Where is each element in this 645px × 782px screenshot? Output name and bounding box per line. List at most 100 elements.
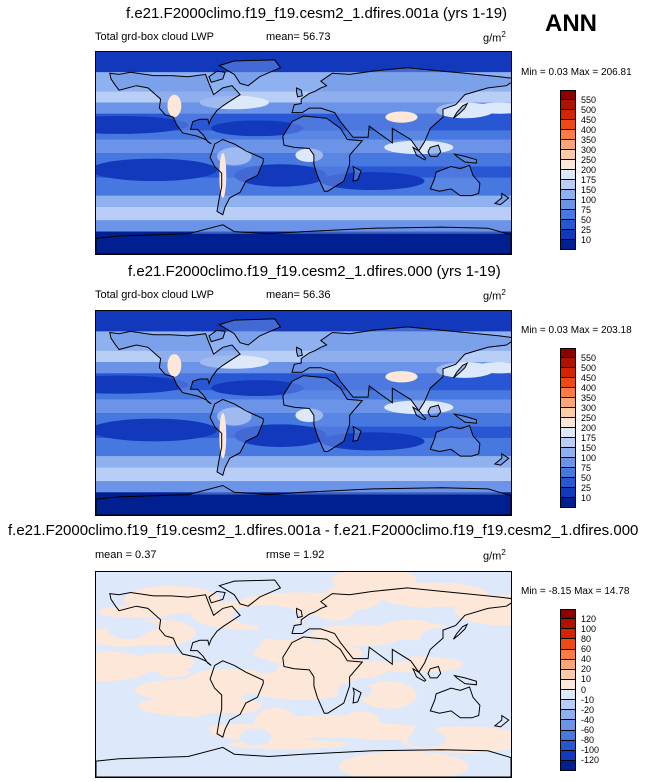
colorbar-tick-label: 80 <box>581 633 592 644</box>
coastline <box>282 375 364 452</box>
colorbar-tick-label: 50 <box>581 214 592 225</box>
colorbar-swatch <box>560 378 576 388</box>
panel-2-minmax: Min = 0.03 Max = 203.18 <box>521 325 632 336</box>
coastline <box>218 318 282 346</box>
land-fill <box>454 414 477 424</box>
lwp-minimum-cell <box>96 375 189 394</box>
colorbar-tick-label: 25 <box>581 482 592 493</box>
land-fill <box>453 363 468 378</box>
land-fill <box>428 405 441 417</box>
colorbar-swatch <box>560 200 576 210</box>
colorbar-swatch <box>560 700 576 711</box>
coastline <box>218 579 282 607</box>
colorbar-tick-label: 10 <box>581 234 592 245</box>
coastline <box>208 590 226 604</box>
coastline <box>291 67 511 152</box>
colorbar-tick-label: 10 <box>581 674 592 685</box>
coastline <box>452 102 469 119</box>
colorbar-swatch <box>560 398 576 408</box>
colorbar-tick-label: 20 <box>581 664 592 675</box>
season-label: ANN <box>545 10 597 37</box>
colorbar-swatch <box>560 690 576 701</box>
panel-2-map-svg <box>96 311 511 515</box>
diff-positive-patch <box>420 627 464 649</box>
coastline <box>296 607 303 619</box>
coastline <box>296 87 303 98</box>
lwp-band <box>96 91 511 103</box>
colorbar-tick-label: 100 <box>581 623 597 634</box>
colorbar-tick-label: 100 <box>581 452 597 463</box>
coastline <box>427 404 442 417</box>
colorbar-swatch <box>560 740 576 751</box>
colorbar-swatch <box>560 639 576 650</box>
colorbar-tick-label: 0 <box>581 684 587 695</box>
colorbar-tick-label: 10 <box>581 492 592 503</box>
coastline <box>411 667 427 682</box>
coastline <box>96 484 511 515</box>
colorbar-tick-label: 50 <box>581 472 592 483</box>
colorbar-swatch <box>560 130 576 140</box>
coastline <box>209 138 264 216</box>
panel-1-units: g/m2 <box>483 30 506 45</box>
colorbar-swatch <box>560 438 576 448</box>
lwp-band <box>96 481 511 493</box>
colorbar-swatch <box>560 629 576 640</box>
coastline <box>282 636 364 714</box>
highland-cell <box>219 153 227 198</box>
panel-3-colorbar: 120 100 80 60 40 20 10 0 -10 -20 -40 -60 -80 -100 -120 <box>560 609 600 771</box>
antarctic-band <box>96 494 511 515</box>
diff-negative-patch <box>158 668 191 678</box>
diff-negative-patch <box>253 642 364 664</box>
colorbar-swatch <box>560 220 576 230</box>
lwp-band <box>96 206 511 221</box>
land-fill <box>430 425 480 457</box>
colorbar-tick-label: 75 <box>581 462 592 473</box>
lwp-band <box>96 350 511 362</box>
coastline <box>209 398 264 477</box>
coastline <box>452 623 469 640</box>
colorbar-tick-label: 300 <box>581 402 597 413</box>
coastline <box>411 406 427 421</box>
coastline <box>493 192 510 206</box>
coastline <box>218 59 282 87</box>
colorbar-swatch <box>560 140 576 150</box>
land-fill <box>219 318 281 345</box>
lwp-band <box>96 456 511 468</box>
colorbar-tick-label: 200 <box>581 422 597 433</box>
diff-positive-patch <box>413 722 437 744</box>
colorbar-tick-label: 150 <box>581 184 597 195</box>
highland-cell <box>167 354 182 377</box>
colorbar-swatch <box>560 180 576 190</box>
diff-negative-patch <box>342 711 380 729</box>
colorbar-swatch <box>560 669 576 680</box>
panel-3-map-svg <box>96 572 511 777</box>
lwp-maximum-cell <box>476 102 511 114</box>
lwp-band <box>96 311 511 332</box>
colorbar-swatch <box>560 110 576 120</box>
antarctic-band <box>96 233 511 254</box>
land-fill <box>219 59 281 86</box>
highland-cell <box>167 94 182 118</box>
colorbar-swatch <box>560 388 576 398</box>
colorbar-tick-label: 550 <box>581 94 597 105</box>
coastline <box>208 70 226 83</box>
colorbar-tick-label: 450 <box>581 372 597 383</box>
coastline <box>209 660 264 738</box>
diff-negative-patch <box>96 651 152 682</box>
lwp-minimum-cell <box>96 115 189 134</box>
colorbar-tick-label: 40 <box>581 654 592 665</box>
colorbar-swatch <box>560 478 576 488</box>
coastline <box>291 326 511 412</box>
colorbar-tick-label: 25 <box>581 224 592 235</box>
lwp-band <box>96 467 511 481</box>
lwp-band <box>96 220 511 232</box>
colorbar-swatch <box>560 150 576 160</box>
colorbar-tick-label: 100 <box>581 194 597 205</box>
diff-positive-patch <box>210 654 257 671</box>
colorbar-tick-label: 200 <box>581 164 597 175</box>
lwp-maximum-cell <box>476 362 511 374</box>
colorbar-swatch <box>560 710 576 721</box>
diff-negative-patch <box>134 678 251 702</box>
lwp-minimum-cell <box>96 158 218 182</box>
coastline <box>109 330 241 405</box>
